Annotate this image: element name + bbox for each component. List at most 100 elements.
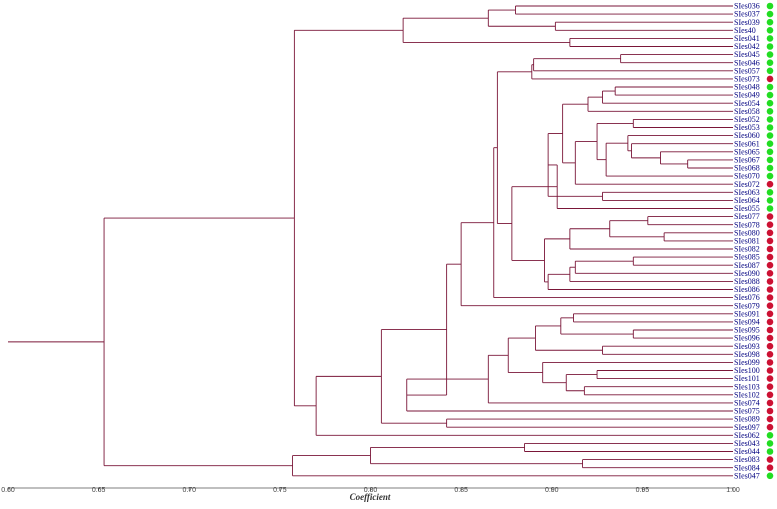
leaf-label: SIes079 [734,301,760,310]
x-tick-label: 0.95 [636,487,650,494]
x-tick-label: 0.80 [364,487,378,494]
green-group-marker [766,2,774,10]
x-tick-label: 1.00 [726,487,740,494]
leaf-label: SIes047 [734,471,760,480]
green-group-marker [766,10,774,18]
green-group-marker [766,116,774,123]
leaf-label: SIes083 [734,455,760,464]
leaf-label: SIes081 [734,237,760,246]
leaf-label: SIes057 [734,66,760,75]
leaf-label: SIes064 [734,196,760,205]
leaf-label: SIes046 [734,58,760,67]
green-group-marker [766,172,774,180]
group-markers [766,2,774,480]
red-group-marker [766,456,774,463]
leaf-label: SIes096 [734,334,760,343]
green-group-marker [766,51,774,58]
green-group-marker [766,99,774,107]
leaf-label: SIes075 [734,407,760,416]
x-tick-label: 0.75 [273,487,287,494]
leaf-label: SIes073 [734,75,760,84]
dendrogram-branches [8,5,733,477]
red-group-marker [766,270,774,277]
x-tick-label: 0.70 [182,487,196,494]
red-group-marker [766,326,774,334]
green-group-marker [766,91,774,99]
red-group-marker [766,253,774,261]
leaf-label: SIes039 [734,18,760,27]
green-group-marker [766,156,774,164]
x-tick-label: 0.85 [454,487,468,494]
green-group-marker [766,472,774,480]
leaf-label: SIes102 [734,390,760,399]
x-axis-ticks: 0.60 0.65 0.70 0.75 0.80 0.85 0.90 0.95 1.00 [1,487,740,494]
red-group-marker [766,294,774,301]
leaf-label: SIes041 [734,34,760,43]
red-group-marker [766,383,774,391]
green-group-marker [766,197,774,204]
green-group-marker [766,440,774,447]
red-group-marker [766,245,774,253]
leaf-label: SIes062 [734,431,760,440]
leaf-label: SIes085 [734,253,760,262]
red-group-marker [766,229,774,237]
red-group-marker [766,318,774,326]
leaf-label: SIes052 [734,115,760,124]
leaf-label: SIes045 [734,50,760,59]
red-group-marker [766,351,774,358]
leaf-label: SIes058 [734,107,760,116]
leaf-label: SIes101 [734,374,760,383]
x-tick-label: 0.60 [1,487,15,494]
leaf-label: SIes054 [734,99,760,108]
leaf-label: SIes074 [734,399,760,408]
leaf-label: SIes095 [734,326,760,335]
leaf-label: SIes088 [734,277,760,286]
leaf-label: SIes103 [734,382,760,391]
leaf-label: SIes068 [734,164,760,173]
leaf-label: SIes086 [734,285,760,294]
red-group-marker [766,423,774,431]
red-group-marker [766,391,774,399]
leaf-label: SIes082 [734,245,760,254]
green-group-marker [766,35,774,42]
leaf-label: SIes060 [734,131,760,140]
leaf-label: SIes055 [734,204,760,213]
red-group-marker [766,415,774,423]
red-group-marker [766,334,774,342]
green-group-marker [766,148,774,156]
leaf-label: SIes090 [734,269,760,278]
red-group-marker [766,367,774,374]
red-group-marker [766,359,774,366]
green-group-marker [766,448,774,455]
leaf-label: SIes053 [734,123,760,132]
leaf-label: SIes065 [734,147,760,156]
green-group-marker [766,140,774,147]
red-group-marker [766,399,774,407]
red-group-marker [766,302,774,310]
red-group-marker [766,278,774,285]
leaf-label: SIes087 [734,261,760,270]
leaf-label: SIes061 [734,139,760,148]
leaf-label: SIes078 [734,220,760,229]
red-group-marker [766,221,774,228]
leaf-label: SIes077 [734,212,760,221]
green-group-marker [766,43,774,50]
leaf-label: SIes067 [734,156,760,165]
red-group-marker [766,237,774,245]
red-group-marker [766,464,774,472]
leaf-label: SIes072 [734,180,760,189]
leaf-label: SIes080 [734,228,760,237]
leaf-labels: SIes036SIes037SIes039SIes40SIes041SIes04… [734,2,760,481]
green-group-marker [766,108,774,115]
red-group-marker [766,261,774,269]
red-group-marker [766,286,774,293]
leaf-label: SIes048 [734,83,760,92]
green-group-marker [766,83,774,91]
leaf-label: SIes070 [734,172,760,181]
leaf-label: SIes40 [734,26,756,35]
x-axis-title: Coefficient [350,492,391,502]
green-group-marker [766,59,774,66]
leaf-label: SIes097 [734,423,760,432]
